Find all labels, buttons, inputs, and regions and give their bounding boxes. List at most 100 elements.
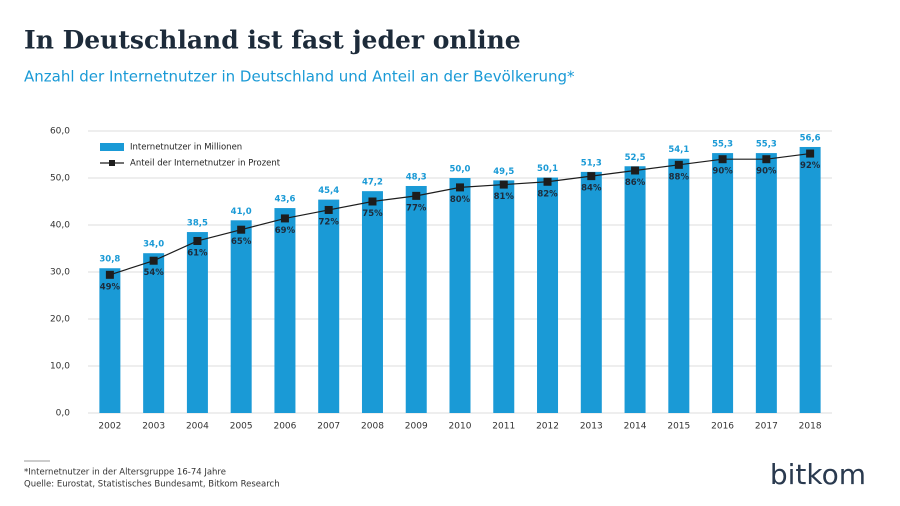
line-value-label: 49%: [100, 282, 121, 292]
line-value-label: 82%: [537, 189, 558, 199]
line-marker: [762, 155, 771, 164]
line-marker: [412, 191, 421, 200]
line-value-label: 86%: [625, 178, 646, 188]
line-marker: [368, 197, 377, 206]
bar: [712, 153, 734, 413]
chart-title: In Deutschland ist fast jeder online: [24, 26, 521, 55]
bar: [405, 185, 427, 413]
bar-value-label: 43,6: [274, 195, 295, 205]
x-tick-label: 2015: [667, 422, 690, 432]
bar: [143, 253, 165, 413]
line-marker: [193, 236, 202, 245]
bar-value-label: 48,3: [406, 172, 427, 182]
line-marker: [674, 160, 683, 169]
bar-value-label: 55,3: [712, 140, 733, 150]
line-value-label: 65%: [231, 237, 252, 247]
bar-value-label: 50,0: [450, 165, 471, 175]
x-tick-label: 2014: [624, 422, 647, 432]
line-marker: [237, 225, 246, 234]
y-tick-label: 50,0: [50, 174, 70, 184]
line-value-label: 80%: [450, 195, 471, 205]
bar: [755, 153, 777, 413]
bar: [668, 158, 690, 413]
x-tick-label: 2009: [405, 422, 428, 432]
line-marker: [456, 183, 464, 192]
x-tick-label: 2006: [273, 422, 296, 432]
y-tick-label: 30,0: [50, 268, 70, 278]
y-tick-label: 60,0: [50, 127, 70, 137]
bar-value-label: 50,1: [537, 164, 558, 174]
line-value-label: 69%: [275, 226, 296, 236]
bar-value-label: 45,4: [318, 186, 339, 196]
x-tick-label: 2010: [449, 422, 472, 432]
x-tick-label: 2012: [536, 422, 559, 432]
bar: [537, 177, 559, 413]
footnote: *Internetnutzer in der Altersgruppe 16-7…: [24, 468, 226, 478]
line-value-label: 92%: [800, 161, 821, 171]
bar: [230, 220, 252, 413]
x-tick-label: 2002: [98, 422, 121, 432]
line-marker: [806, 149, 815, 158]
line-marker: [499, 180, 508, 189]
bar-value-label: 52,5: [625, 153, 646, 163]
line-marker: [105, 270, 114, 279]
bar-value-label: 30,8: [99, 255, 120, 265]
line-value-label: 61%: [187, 248, 208, 258]
line-value-label: 81%: [494, 192, 515, 202]
bar: [580, 171, 602, 413]
bar: [493, 180, 515, 413]
chart-subtitle: Anzahl der Internetnutzer in Deutschland…: [24, 68, 575, 86]
y-tick-label: 10,0: [50, 362, 70, 372]
x-tick-label: 2016: [711, 422, 734, 432]
x-tick-label: 2017: [755, 422, 778, 432]
bar: [799, 146, 821, 414]
line-value-label: 84%: [581, 184, 602, 194]
logo: bitkom: [770, 458, 866, 491]
y-tick-label: 20,0: [50, 315, 70, 325]
bar: [361, 191, 383, 413]
line-marker: [631, 166, 640, 175]
line-value-label: 90%: [756, 167, 777, 177]
bar-value-label: 38,5: [187, 219, 208, 229]
bar: [99, 268, 121, 413]
bar: [318, 199, 340, 413]
x-tick-label: 2013: [580, 422, 603, 432]
bar-value-label: 49,5: [493, 167, 514, 177]
line-marker: [149, 256, 158, 265]
bar: [624, 166, 646, 413]
bar-value-label: 47,2: [362, 178, 383, 188]
legend-label: Internetnutzer in Millionen: [130, 143, 242, 153]
bar: [274, 208, 296, 413]
line-marker: [718, 155, 727, 164]
line-marker: [324, 205, 333, 214]
line-marker: [280, 214, 289, 223]
legend-label: Anteil der Internetnutzer in Prozent: [130, 159, 281, 169]
line-value-label: 54%: [143, 268, 164, 278]
x-tick-label: 2011: [492, 422, 515, 432]
line-marker: [543, 177, 552, 186]
bar: [449, 178, 471, 413]
bar-value-label: 56,6: [800, 133, 821, 143]
line-value-label: 77%: [406, 203, 427, 213]
bar-value-label: 55,3: [756, 140, 777, 150]
bar-value-label: 54,1: [668, 145, 689, 155]
x-tick-label: 2007: [317, 422, 340, 432]
line-value-label: 75%: [362, 209, 383, 219]
legend-swatch: [109, 160, 115, 166]
line-value-label: 88%: [669, 172, 690, 182]
line-value-label: 90%: [712, 167, 733, 177]
line-marker: [587, 172, 596, 181]
legend-swatch: [100, 143, 124, 151]
source: Quelle: Eurostat, Statistisches Bundesam…: [24, 480, 280, 490]
bar: [186, 232, 208, 413]
bar-value-label: 51,3: [581, 158, 602, 168]
x-tick-label: 2004: [186, 422, 209, 432]
bar-value-label: 41,0: [231, 207, 252, 217]
x-tick-label: 2018: [799, 422, 822, 432]
bar-value-label: 34,0: [143, 240, 164, 250]
x-tick-label: 2008: [361, 422, 384, 432]
x-tick-label: 2005: [230, 422, 253, 432]
x-tick-label: 2003: [142, 422, 165, 432]
y-tick-label: 0,0: [56, 409, 71, 419]
